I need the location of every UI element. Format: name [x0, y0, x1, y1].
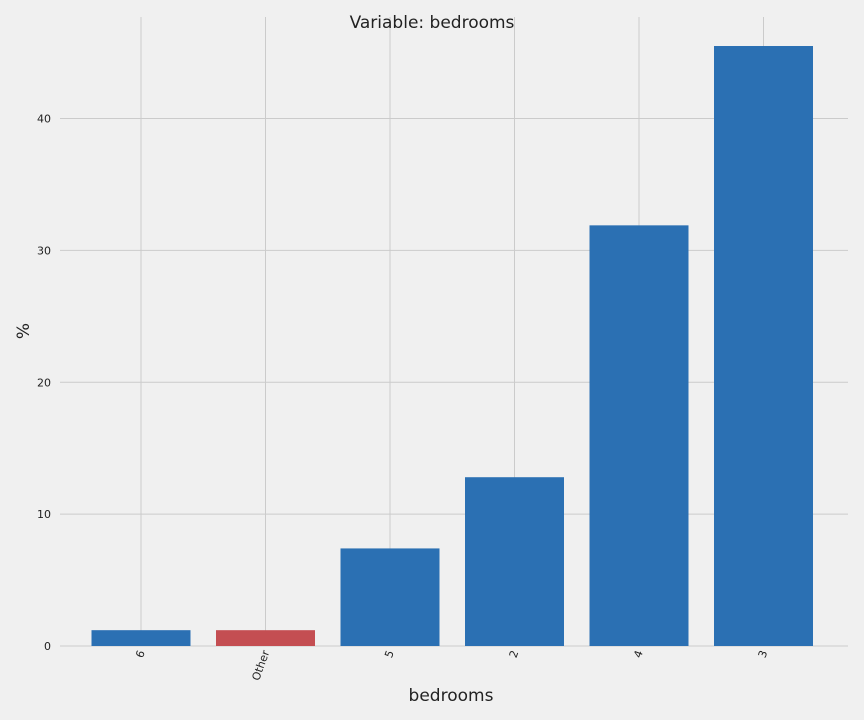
bars	[91, 46, 813, 646]
y-tick-label: 40	[37, 113, 51, 126]
x-tick-label: 2	[507, 649, 522, 660]
y-tick-label: 0	[44, 640, 51, 653]
x-tick-label: 3	[756, 649, 771, 660]
y-tick-label: 10	[37, 508, 51, 521]
bar-3	[714, 46, 813, 646]
y-tick-label: 30	[37, 244, 51, 257]
x-tick-label: 6	[133, 649, 148, 660]
chart-title: Variable: bedrooms	[350, 13, 515, 33]
bar-5	[340, 548, 440, 646]
x-tick-label: Other	[249, 648, 272, 682]
x-tick-label: 5	[382, 649, 397, 660]
x-tick-label: 4	[631, 649, 646, 660]
bar-4	[589, 225, 689, 646]
bar-2	[465, 477, 564, 646]
bar-6	[91, 630, 191, 646]
y-axis-label: %	[14, 323, 34, 339]
tick-labels: 0 10 20 30 40 6 Other 5 2 4 3	[37, 113, 770, 683]
x-axis-label: bedrooms	[409, 686, 494, 706]
y-tick-label: 20	[37, 376, 51, 389]
bar-other	[216, 630, 315, 646]
